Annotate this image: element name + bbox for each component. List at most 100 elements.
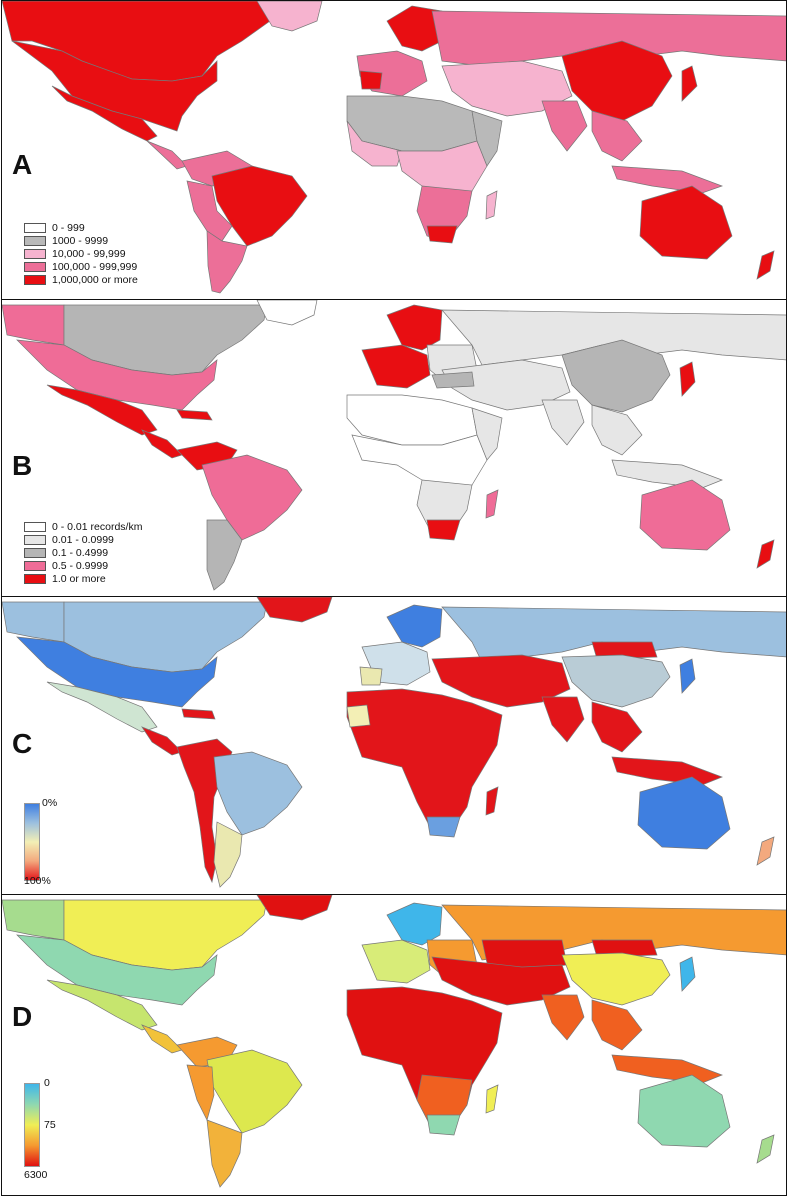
region-indonesia bbox=[611, 459, 723, 489]
region-canada bbox=[2, 1, 271, 82]
region-alaska bbox=[2, 304, 65, 346]
region-africa bbox=[346, 688, 503, 833]
color-ramp-c bbox=[24, 803, 40, 881]
legend-label: 1,000,000 or more bbox=[52, 273, 138, 286]
legend-row: 10,000 - 99,999 bbox=[24, 247, 138, 260]
world-map-a bbox=[2, 1, 786, 294]
region-new-zealand bbox=[756, 539, 775, 569]
region-greenland bbox=[256, 597, 333, 623]
region-indonesia bbox=[611, 1054, 723, 1084]
region-brazil bbox=[211, 165, 308, 247]
region-australia bbox=[637, 1074, 731, 1148]
region-alaska bbox=[2, 899, 65, 941]
panel-letter-a: A bbox=[12, 149, 33, 180]
legend-label: 0 - 0.01 records/km bbox=[52, 520, 143, 533]
region-north-africa bbox=[346, 394, 478, 446]
region-japan bbox=[679, 361, 696, 397]
region-mongolia bbox=[591, 641, 658, 660]
region-india bbox=[541, 399, 585, 446]
panel-letter-d: D bbox=[12, 1001, 33, 1032]
panel-c: C 0% 100% bbox=[1, 596, 787, 896]
legend-label: 1000 - 9999 bbox=[52, 234, 109, 247]
ramp-bottom-label-c: 100% bbox=[24, 875, 51, 887]
panel-letter-b: B bbox=[12, 450, 33, 481]
region-middle-east bbox=[431, 956, 571, 1006]
region-scandinavia bbox=[386, 604, 443, 648]
region-japan bbox=[679, 658, 696, 694]
legend-label: 0 - 999 bbox=[52, 221, 85, 234]
legend-row: 0 - 0.01 records/km bbox=[24, 520, 142, 533]
region-east-africa bbox=[471, 407, 503, 461]
region-india bbox=[541, 994, 585, 1041]
region-rsa bbox=[426, 1114, 461, 1136]
region-madagascar bbox=[485, 1084, 499, 1114]
legend-row: 1,000,000 or more bbox=[24, 273, 138, 286]
region-middle-east bbox=[441, 60, 573, 117]
color-ramp-d bbox=[24, 1083, 40, 1167]
legend-swatch bbox=[24, 547, 46, 558]
region-scandinavia bbox=[386, 304, 443, 351]
region-indonesia bbox=[611, 165, 724, 194]
region-rsa bbox=[426, 225, 458, 244]
legend-swatch bbox=[24, 560, 46, 571]
ramp-bottom-label-d: 6300 bbox=[24, 1169, 48, 1181]
legend-label: 1.0 or more bbox=[52, 572, 106, 585]
region-rsa bbox=[426, 519, 461, 541]
region-se-asia bbox=[591, 701, 643, 753]
region-mexico bbox=[46, 384, 158, 436]
region-new-zealand bbox=[756, 250, 775, 280]
legend-swatch bbox=[24, 521, 46, 532]
legend-label: 10,000 - 99,999 bbox=[52, 247, 126, 260]
region-madagascar bbox=[485, 786, 499, 816]
region-spain bbox=[359, 70, 383, 90]
legend-swatch bbox=[24, 534, 46, 545]
legend-row: 100,000 - 999,999 bbox=[24, 260, 138, 273]
region-alaska bbox=[2, 601, 65, 643]
legend-row: 0.1 - 0.4999 bbox=[24, 546, 142, 559]
legend-swatch bbox=[24, 274, 46, 285]
region-peru-bolivia bbox=[186, 180, 233, 242]
region-central-america bbox=[146, 140, 188, 170]
world-map-c bbox=[2, 597, 786, 888]
region-mongolia bbox=[591, 939, 658, 958]
region-andes bbox=[186, 1064, 215, 1121]
region-central-america bbox=[141, 726, 183, 756]
region-mexico bbox=[46, 681, 158, 733]
region-australia bbox=[639, 185, 733, 260]
region-madagascar bbox=[485, 489, 499, 519]
region-greenland bbox=[256, 1, 323, 32]
legend-row: 0 - 999 bbox=[24, 221, 138, 234]
legend-b: 0 - 0.01 records/km 0.01 - 0.0999 0.1 - … bbox=[24, 520, 142, 585]
region-brazil bbox=[213, 751, 303, 836]
region-madagascar bbox=[485, 190, 498, 220]
region-rsa bbox=[426, 816, 461, 838]
legend-a: 0 - 999 1000 - 9999 10,000 - 99,999 100,… bbox=[24, 221, 138, 286]
region-mexico bbox=[46, 979, 158, 1031]
world-map-b bbox=[2, 300, 786, 591]
legend-swatch bbox=[24, 222, 46, 233]
region-india bbox=[541, 100, 588, 152]
region-west-europe bbox=[361, 939, 431, 984]
region-southern-cone bbox=[206, 1119, 243, 1188]
region-brazil bbox=[206, 1049, 303, 1134]
region-china bbox=[561, 339, 671, 413]
panel-b: B 0 - 0.01 records/km 0.01 - 0.0999 0.1 … bbox=[1, 299, 787, 598]
legend-label: 0.1 - 0.4999 bbox=[52, 546, 109, 559]
legend-row: 1000 - 9999 bbox=[24, 234, 138, 247]
legend-swatch bbox=[24, 573, 46, 584]
region-greenland bbox=[256, 895, 333, 921]
region-east-africa bbox=[471, 110, 503, 167]
region-new-zealand bbox=[756, 836, 775, 866]
region-se-asia bbox=[591, 110, 643, 162]
region-west-sahara bbox=[346, 704, 371, 728]
region-indonesia bbox=[611, 756, 723, 786]
world-map-d bbox=[2, 895, 786, 1188]
region-brazil bbox=[201, 454, 303, 541]
region-caribbean bbox=[181, 708, 216, 720]
legend-row: 1.0 or more bbox=[24, 572, 142, 585]
legend-label: 0.5 - 0.9999 bbox=[52, 559, 109, 572]
panel-letter-c: C bbox=[12, 728, 33, 759]
region-west-africa bbox=[346, 120, 403, 167]
region-west-europe bbox=[361, 344, 431, 389]
region-central-america bbox=[141, 1024, 183, 1054]
